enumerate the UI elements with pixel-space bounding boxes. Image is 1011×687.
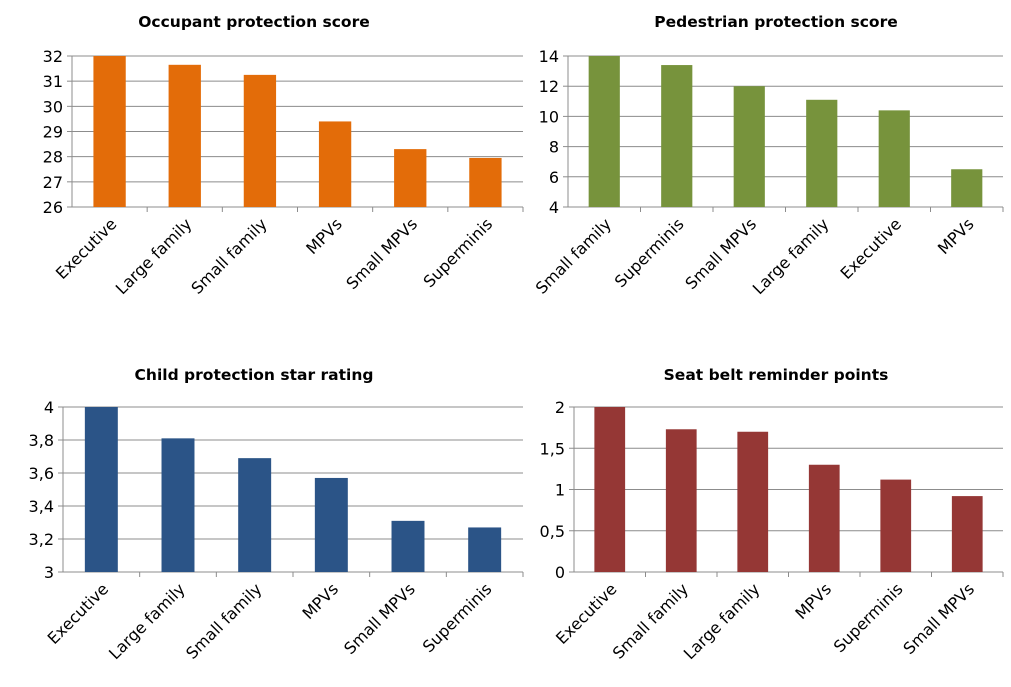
y-tick-label: 30 xyxy=(43,97,63,116)
y-tick-label: 4 xyxy=(549,198,559,217)
y-tick-label: 1 xyxy=(555,481,565,500)
bar xyxy=(168,64,201,207)
y-tick-label: 12 xyxy=(539,77,559,96)
bar xyxy=(878,110,910,207)
bar xyxy=(468,527,502,572)
category-label: Small MPVs xyxy=(340,579,419,658)
y-tick-label: 32 xyxy=(43,47,63,66)
category-label: MPVs xyxy=(791,579,835,623)
y-tick-label: 6 xyxy=(549,168,559,187)
category-label: Small family xyxy=(187,214,270,297)
y-tick-label: 3,4 xyxy=(29,497,54,516)
category-label: Executive xyxy=(44,579,113,648)
category-label: Executive xyxy=(837,214,906,283)
bar xyxy=(880,479,912,572)
category-label: MPVs xyxy=(934,214,978,258)
category-label: Executive xyxy=(552,579,621,648)
y-tick-label: 3 xyxy=(44,563,54,582)
chart-title: Pedestrian protection score xyxy=(654,13,897,31)
bar xyxy=(806,99,838,207)
bar xyxy=(243,74,277,207)
bar xyxy=(733,86,765,207)
bar xyxy=(951,169,983,207)
y-tick-label: 0,5 xyxy=(540,522,565,541)
chart-title: Occupant protection score xyxy=(138,13,370,31)
seat-belt-reminder-chart: Seat belt reminder points 0 0,5 1 1,5 2 Execu… xyxy=(540,366,1004,663)
chart-title: Seat belt reminder points xyxy=(664,366,889,384)
y-tick-label: 1,5 xyxy=(540,439,565,458)
y-tick-label: 2 xyxy=(555,398,565,417)
y-tick-label: 26 xyxy=(43,198,63,217)
category-label: Superminis xyxy=(611,214,688,291)
category-label: Small family xyxy=(182,579,265,662)
child-protection-chart: Child protection star rating 3 3,2 3,4 3,6 3… xyxy=(29,366,524,663)
bar xyxy=(238,458,272,572)
category-label: Large family xyxy=(749,214,833,298)
y-tick-label: 10 xyxy=(539,107,559,126)
pedestrian-protection-chart: Pedestrian protection score 4 6 8 10 12 14 Sma… xyxy=(532,13,1004,298)
category-label: Small MPVs xyxy=(681,214,760,293)
bar xyxy=(469,157,502,207)
bar xyxy=(394,149,427,207)
category-label: Large family xyxy=(680,579,764,663)
bar xyxy=(661,65,693,207)
category-label: Small family xyxy=(532,214,615,297)
bar xyxy=(314,477,348,572)
bar xyxy=(951,496,983,572)
y-tick-label: 31 xyxy=(43,72,63,91)
category-label: Large family xyxy=(105,579,189,663)
category-label: Superminis xyxy=(830,579,907,656)
bar xyxy=(391,520,425,572)
occupant-protection-chart: Occupant protection score 26 27 28 29 30 31 32… xyxy=(43,13,524,298)
category-label: Small MPVs xyxy=(899,579,978,658)
bar xyxy=(93,56,126,207)
y-tick-label: 27 xyxy=(43,173,63,192)
category-label: Superminis xyxy=(419,579,496,656)
bar xyxy=(588,56,620,207)
bar xyxy=(594,407,626,572)
category-label: Large family xyxy=(112,214,196,298)
bar xyxy=(84,407,118,572)
y-tick-label: 3,2 xyxy=(29,530,54,549)
y-tick-label: 0 xyxy=(555,563,565,582)
bar xyxy=(808,464,840,572)
category-label: Small MPVs xyxy=(342,214,421,293)
category-label: Superminis xyxy=(419,214,496,291)
y-tick-label: 3,6 xyxy=(29,464,54,483)
bar xyxy=(737,431,769,572)
chart-title: Child protection star rating xyxy=(135,366,374,384)
category-label: MPVs xyxy=(299,579,343,623)
y-tick-label: 8 xyxy=(549,138,559,157)
category-label: MPVs xyxy=(302,214,346,258)
category-label: Executive xyxy=(52,214,121,283)
bar xyxy=(161,438,195,572)
y-tick-label: 29 xyxy=(43,123,63,142)
bar xyxy=(318,121,352,207)
y-tick-label: 14 xyxy=(539,47,559,66)
y-tick-label: 4 xyxy=(44,398,54,417)
y-tick-label: 28 xyxy=(43,148,63,167)
bar xyxy=(665,429,697,572)
y-tick-label: 3,8 xyxy=(29,431,54,450)
